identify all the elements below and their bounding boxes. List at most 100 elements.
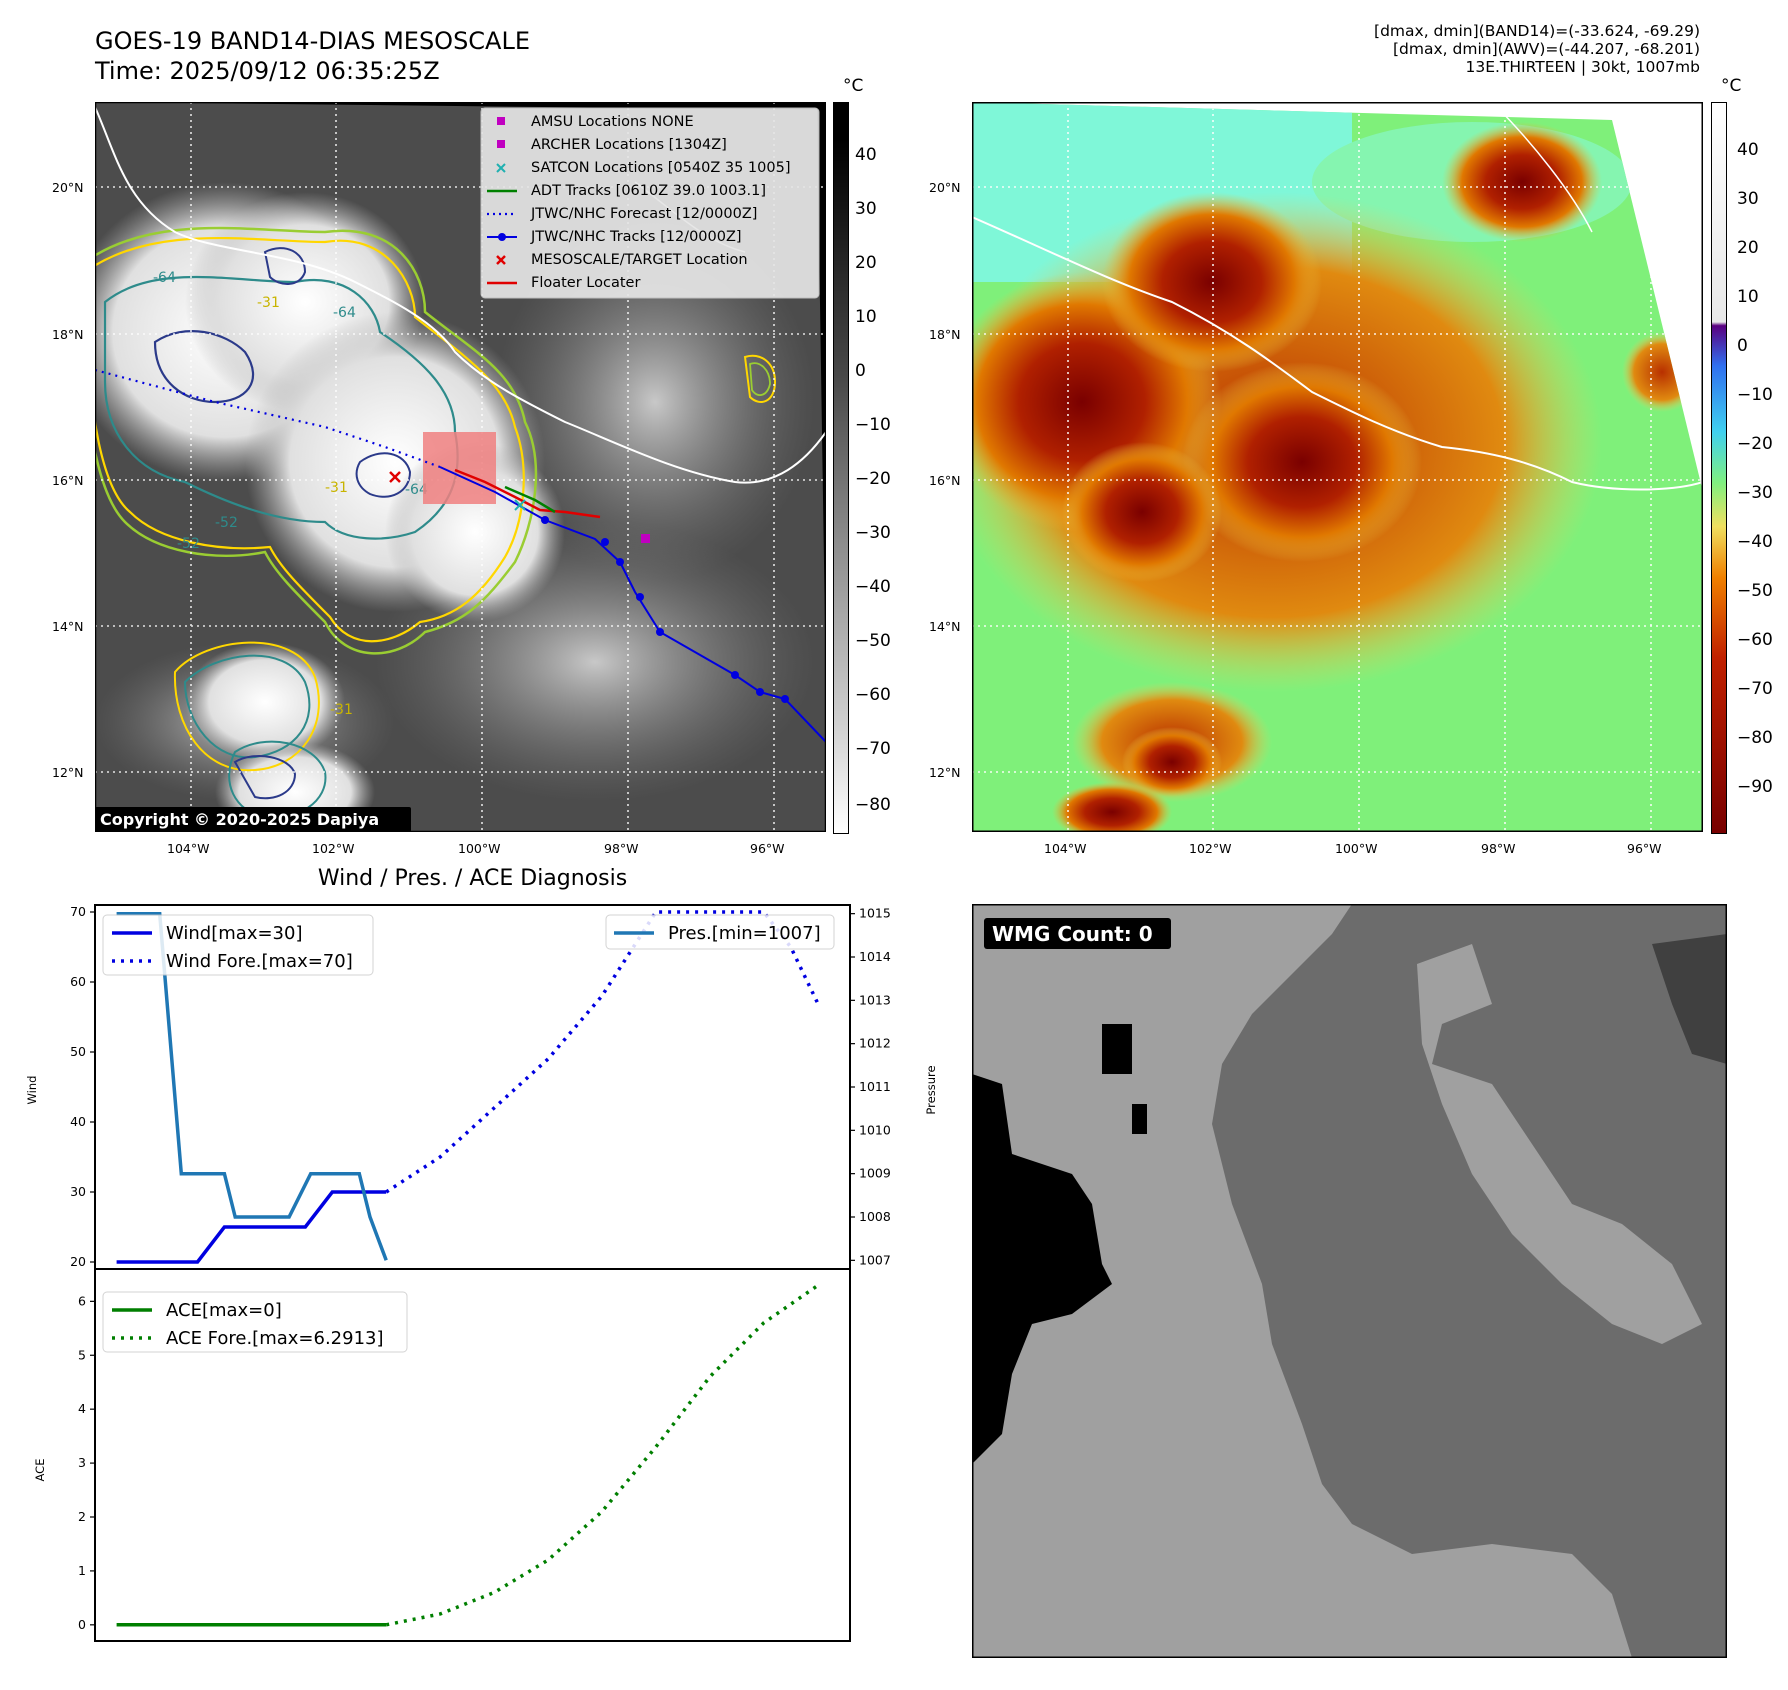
cb-tick: 30 — [1737, 189, 1759, 209]
cb-tick: −10 — [855, 415, 891, 435]
ace-tick-label: 1 — [78, 1563, 86, 1578]
legend-floater: Floater Locater — [531, 275, 640, 291]
cb-tick: −30 — [855, 523, 891, 543]
contour-label: -64 — [333, 305, 356, 321]
cb-tick: −50 — [1737, 581, 1773, 601]
pressure-tick-label: 1011 — [859, 1079, 891, 1094]
cb-tick: 40 — [855, 145, 877, 165]
lon-label: 104°W — [167, 841, 210, 856]
lat-label: 16°N — [929, 473, 961, 488]
pressure-tick-label: 1009 — [859, 1166, 891, 1181]
cb-tick: −40 — [855, 577, 891, 597]
pressure-tick-label: 1013 — [859, 992, 891, 1007]
pressure-axis-label: Pressure — [924, 1065, 938, 1114]
colorbar-right-unit: °C — [1721, 76, 1742, 96]
cb-tick: −60 — [855, 685, 891, 705]
jtwc-track — [439, 466, 826, 743]
colorbar-left-unit: °C — [843, 76, 864, 96]
info-storm: 13E.THIRTEEN | 30kt, 1007mb — [1465, 58, 1700, 76]
wind-tick-label: 30 — [70, 1184, 86, 1199]
legend-satcon: SATCON Locations [0540Z 35 1005] — [531, 160, 790, 176]
legend-target: MESOSCALE/TARGET Location — [531, 252, 748, 268]
pressure-tick-label: 1015 — [859, 906, 891, 921]
lat-label: 14°N — [929, 619, 961, 634]
contour-label: -31 — [330, 702, 353, 718]
cb-tick: −80 — [855, 795, 891, 815]
legend-ace: ACE[max=0] — [166, 1300, 282, 1321]
floater-box — [423, 432, 496, 504]
diagnosis-chart: 2030405060701007100810091010101110121013… — [25, 904, 938, 1642]
lon-label: 96°W — [750, 841, 785, 856]
ace-tick-label: 5 — [78, 1347, 86, 1362]
wind-tick-label: 50 — [70, 1044, 86, 1059]
lon-label: 98°W — [604, 841, 639, 856]
colorbar-left — [833, 102, 849, 834]
cb-tick: 30 — [855, 199, 877, 219]
wmg-count: WMG Count: 0 — [992, 922, 1153, 946]
cb-tick: −20 — [855, 469, 891, 489]
contour-label: -64 — [405, 482, 428, 498]
contour-label: -64 — [153, 270, 176, 286]
pressure-tick-label: 1012 — [859, 1036, 891, 1051]
ace-tick-label: 4 — [78, 1401, 86, 1416]
legend-ace-fore: ACE Fore.[max=6.2913] — [166, 1328, 384, 1349]
lon-label: 102°W — [312, 841, 355, 856]
lat-label: 18°N — [52, 327, 84, 342]
cb-tick: −80 — [1737, 728, 1773, 748]
legend-wind: Wind[max=30] — [166, 923, 303, 944]
ace-tick-label: 6 — [78, 1293, 86, 1308]
contour-label: -52 — [215, 515, 238, 531]
legend-adt: ADT Tracks [0610Z 39.0 1003.1] — [531, 183, 766, 199]
cb-tick: −60 — [1737, 630, 1773, 650]
cb-tick: 20 — [1737, 238, 1759, 258]
figure-title: GOES-19 BAND14-DIAS MESOSCALE — [95, 27, 531, 55]
figure-time: Time: 2025/09/12 06:35:25Z — [95, 57, 440, 85]
legend-wind-fore: Wind Fore.[max=70] — [166, 951, 353, 972]
legend-pressure: Pres.[min=1007] — [668, 923, 821, 944]
pressure-tick-label: 1010 — [859, 1122, 891, 1137]
cb-tick: −40 — [1737, 532, 1773, 552]
lat-label: 16°N — [52, 473, 84, 488]
series-line-0 — [116, 1190, 387, 1264]
ace-axes-frame — [94, 1268, 851, 1642]
wind-tick-label: 70 — [70, 904, 86, 919]
legend-tracks: JTWC/NHC Tracks [12/0000Z] — [530, 229, 742, 245]
pressure-tick-label: 1014 — [859, 949, 891, 964]
cb-tick: 40 — [1737, 140, 1759, 160]
ace-axis-label: ACE — [33, 1459, 47, 1482]
lon-label: 104°W — [1044, 841, 1087, 856]
lon-label: 98°W — [1481, 841, 1516, 856]
ace-tick-label: 3 — [78, 1455, 86, 1470]
wind-axis-label: Wind — [25, 1076, 39, 1105]
map-legend: AMSU Locations NONE ARCHER Locations [13… — [480, 107, 820, 299]
pressure-legend: Pres.[min=1007] — [605, 914, 835, 950]
lat-label: 12°N — [52, 765, 84, 780]
lat-label: 20°N — [929, 180, 961, 195]
awv-map — [972, 102, 1703, 832]
wind-tick-label: 60 — [70, 974, 86, 989]
contour-label: -31 — [257, 295, 280, 311]
copyright-text: Copyright © 2020-2025 Dapiya — [100, 810, 379, 829]
wind-tick-label: 40 — [70, 1114, 86, 1129]
contour-label: -31 — [325, 480, 348, 496]
info-awv-range: [dmax, dmin](AWV)=(-44.207, -68.201) — [1393, 40, 1700, 58]
series-line-1 — [385, 910, 820, 1194]
lon-label: 100°W — [1335, 841, 1378, 856]
cb-tick: 10 — [1737, 287, 1759, 307]
wmg-panel: WMG Count: 0 — [972, 904, 1727, 1658]
lon-label: 96°W — [1627, 841, 1662, 856]
cb-tick: −90 — [1737, 777, 1773, 797]
cb-tick: −50 — [855, 631, 891, 651]
pressure-tick-label: 1007 — [859, 1252, 891, 1267]
cb-tick: 10 — [855, 307, 877, 327]
lat-label: 12°N — [929, 765, 961, 780]
info-band14-range: [dmax, dmin](BAND14)=(-33.624, -69.29) — [1374, 22, 1700, 40]
wind-tick-label: 20 — [70, 1254, 86, 1269]
cb-tick: −70 — [1737, 679, 1773, 699]
legend-archer: ARCHER Locations [1304Z] — [531, 137, 727, 153]
header-info: [dmax, dmin](BAND14)=(-33.624, -69.29) [… — [1374, 22, 1700, 76]
cb-tick: 20 — [855, 253, 877, 273]
cb-tick: 0 — [855, 361, 866, 381]
ace-legend: ACE[max=0] ACE Fore.[max=6.2913] — [102, 1291, 408, 1353]
ace-tick-label: 0 — [78, 1617, 86, 1632]
